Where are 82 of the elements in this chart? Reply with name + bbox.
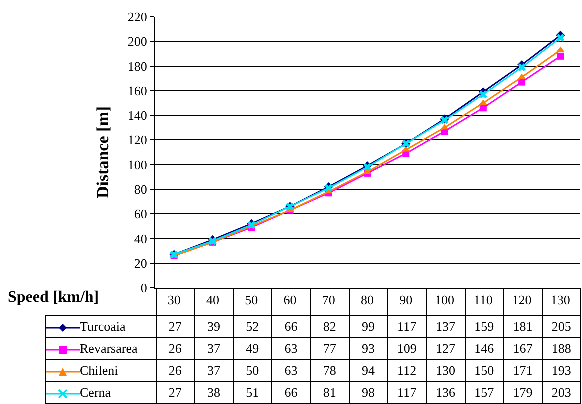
y-tick-label: 60 <box>134 206 148 222</box>
y-tick-label: 40 <box>134 231 148 246</box>
data-label: 157 <box>465 382 504 404</box>
y-tick-label: 20 <box>134 256 148 271</box>
x-tick-label: 100 <box>435 292 455 308</box>
y-tick-label: 80 <box>134 182 148 197</box>
data-label: 193 <box>542 360 581 382</box>
point <box>480 104 487 112</box>
point <box>556 34 565 42</box>
point <box>556 46 565 52</box>
y-tick-label: 180 <box>128 58 148 74</box>
data-label: 26 <box>156 338 195 360</box>
y-tick-label: 200 <box>128 34 148 50</box>
y-tick-label: 0 <box>140 280 148 296</box>
data-label: 63 <box>272 338 310 360</box>
data-label: 77 <box>310 338 350 360</box>
y-axis-title: Distance [m] <box>93 106 112 199</box>
legend-label: Turcoaia <box>80 318 126 334</box>
data-label: 146 <box>465 338 504 360</box>
legend-label: Chileni <box>80 362 118 378</box>
x-tick-label: 130 <box>550 292 570 308</box>
x-tick-label: 80 <box>361 292 374 308</box>
x-tick-label: 50 <box>245 292 258 308</box>
x-tick-label: 60 <box>284 292 297 308</box>
data-label: 27 <box>156 382 195 404</box>
data-label: 137 <box>426 316 465 338</box>
data-label: 171 <box>504 360 542 382</box>
legend-label: Cerna <box>80 384 112 400</box>
y-tick-label: 140 <box>128 108 148 124</box>
data-label: 136 <box>426 382 465 404</box>
y-tick-label: 100 <box>128 157 148 172</box>
data-label: 117 <box>388 382 426 404</box>
data-label: 112 <box>388 360 426 382</box>
x-tick-label: 90 <box>400 292 413 308</box>
data-label: 150 <box>465 360 504 382</box>
point <box>440 124 449 130</box>
legend-label: Revarsarea <box>80 340 138 356</box>
y-tick-label: 220 <box>128 10 148 25</box>
data-label: 167 <box>504 338 542 360</box>
data-label: 52 <box>233 316 272 338</box>
data-label: 39 <box>194 316 234 338</box>
data-label: 37 <box>194 360 234 382</box>
point <box>518 74 526 80</box>
data-label: 49 <box>233 338 272 360</box>
point <box>518 64 526 72</box>
data-label: 127 <box>426 338 465 360</box>
data-label: 93 <box>349 338 388 360</box>
x-tick-label: 120 <box>512 292 532 308</box>
data-label: 203 <box>542 382 581 404</box>
data-label: 50 <box>233 360 272 382</box>
data-label: 109 <box>388 338 426 360</box>
data-label: 130 <box>426 360 465 382</box>
data-label: 82 <box>310 316 350 338</box>
data-label: 63 <box>272 360 310 382</box>
data-label: 94 <box>349 360 388 382</box>
data-label: 117 <box>388 316 426 338</box>
y-tick-label: 160 <box>128 83 148 98</box>
x-axis-title: Speed [km/h] <box>8 289 100 307</box>
data-label: 66 <box>272 316 310 338</box>
point <box>518 78 526 86</box>
data-label: 205 <box>542 316 581 338</box>
x-tick-label: 40 <box>206 292 220 308</box>
data-label: 98 <box>349 382 388 404</box>
data-label: 179 <box>504 382 542 404</box>
data-label: 38 <box>194 382 234 404</box>
data-label: 51 <box>233 382 272 404</box>
point <box>557 52 564 60</box>
data-label: 37 <box>194 338 234 360</box>
x-tick-label: 30 <box>168 292 181 308</box>
data-label: 66 <box>272 382 310 404</box>
data-label: 78 <box>310 360 350 382</box>
data-label: 159 <box>465 316 504 338</box>
point <box>479 90 488 99</box>
data-label: 181 <box>504 316 542 338</box>
data-label: 26 <box>156 360 195 382</box>
data-label: 81 <box>310 382 350 404</box>
data-label: 188 <box>542 338 581 360</box>
data-label: 99 <box>349 316 388 338</box>
data-label: 27 <box>156 316 195 338</box>
y-tick-label: 120 <box>128 132 148 148</box>
x-tick-label: 110 <box>474 292 493 308</box>
x-tick-label: 70 <box>322 292 336 308</box>
